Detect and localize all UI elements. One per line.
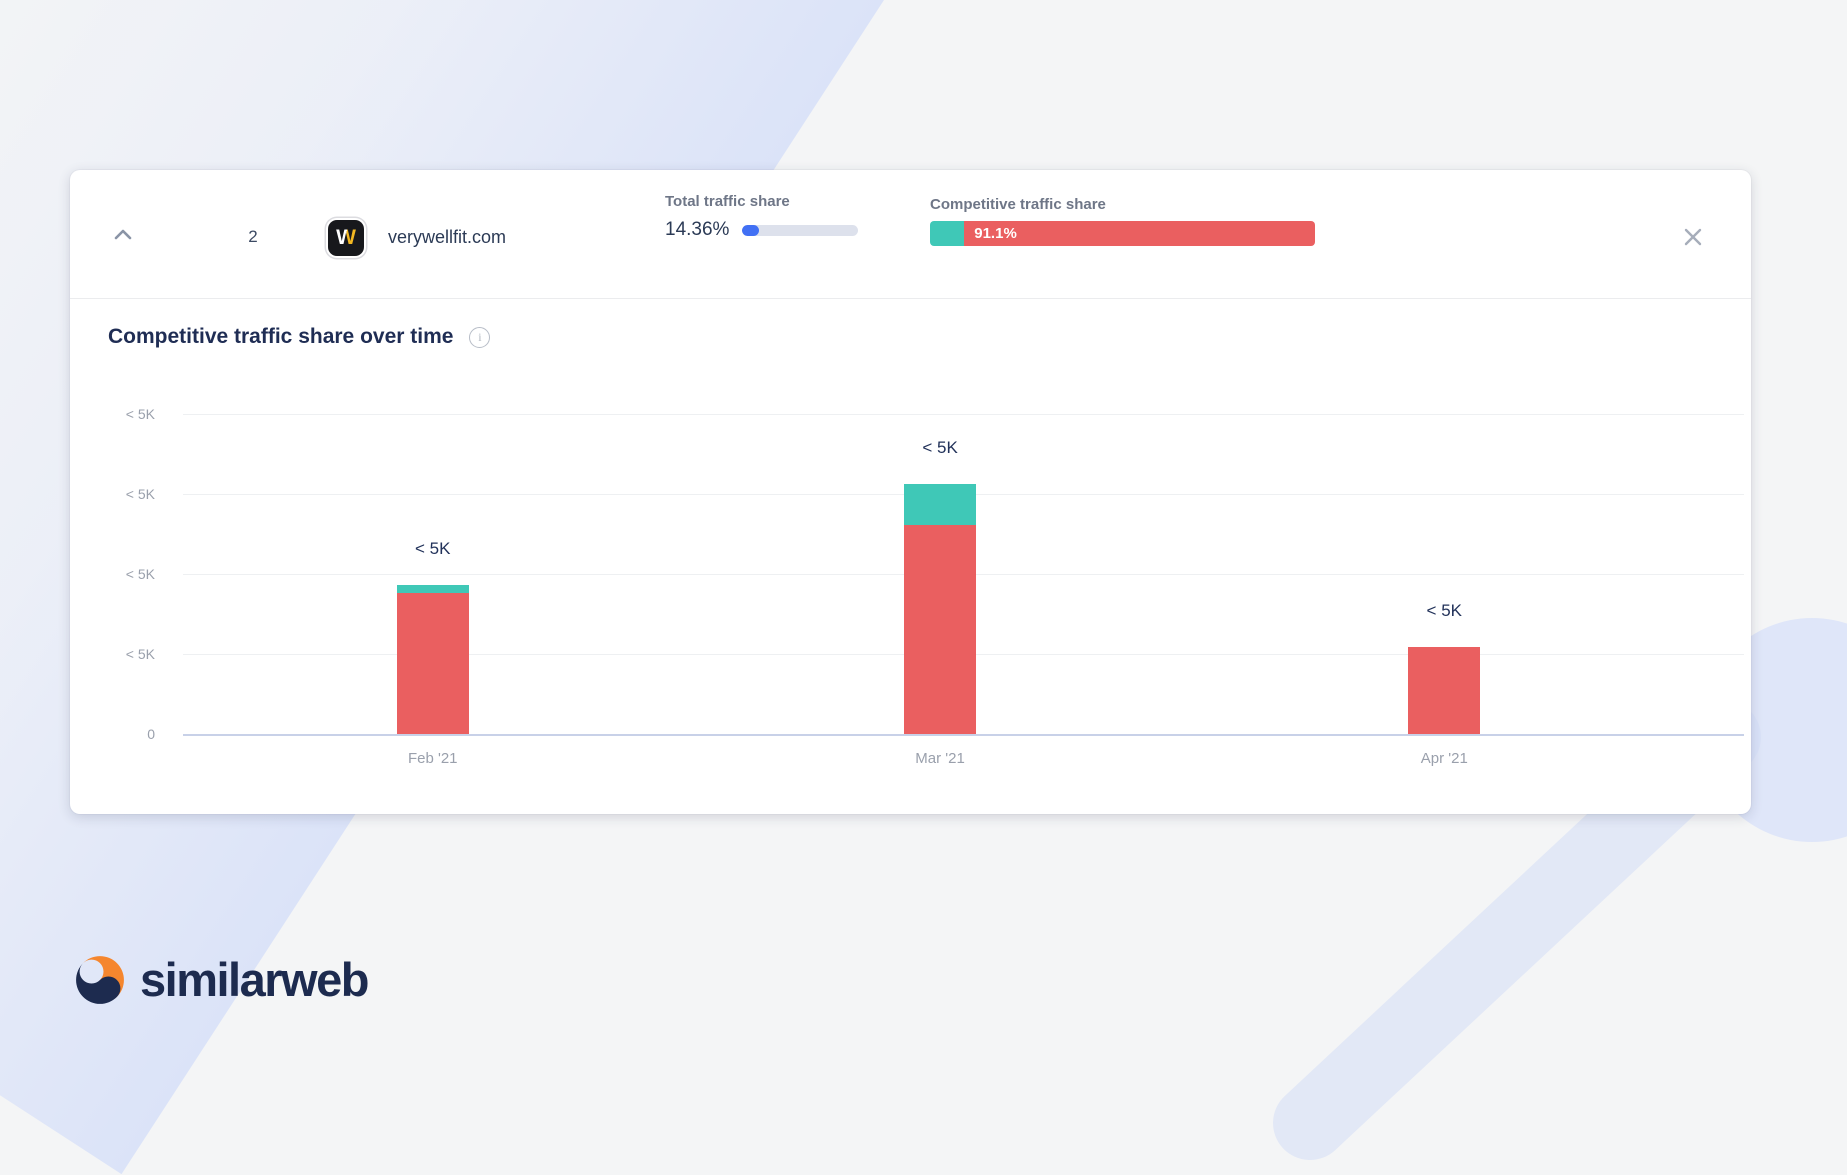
y-axis-label: < 5K: [125, 406, 155, 422]
y-axis-label: 0: [147, 726, 155, 742]
bar-value-label: < 5K: [1426, 600, 1463, 620]
card-header: 2 W verywellfit.com Total traffic share …: [70, 170, 1751, 298]
y-axis-label: < 5K: [125, 646, 155, 662]
bar-red-segment[interactable]: [1408, 646, 1481, 734]
bar-teal-segment[interactable]: [904, 484, 977, 526]
x-axis-label: Feb '21: [407, 750, 458, 767]
x-axis-label: Apr '21: [1420, 750, 1468, 767]
bar-stack[interactable]: [1408, 646, 1481, 734]
total-traffic-share-block: Total traffic share 14.36%: [665, 193, 859, 241]
rank-number: 2: [248, 227, 258, 246]
bar-value-label: < 5K: [415, 539, 451, 559]
similarweb-logo: similarweb: [74, 952, 369, 1007]
bar-stack[interactable]: [396, 585, 469, 734]
collapse-button[interactable]: [109, 223, 137, 247]
domain-name: verywellfit.com: [388, 227, 507, 247]
favicon-letter: W: [336, 226, 356, 249]
site-favicon: W: [328, 220, 364, 256]
y-axis-label: < 5K: [125, 566, 155, 582]
bar-red-segment[interactable]: [904, 525, 977, 734]
plot-area: < 5K < 5K < 5K < 5K 0 < 5K Feb '21 < 5K Mar '21 <…: [126, 406, 1744, 767]
competitive-traffic-share-block: Competitive traffic share 91.1%: [930, 196, 1315, 246]
total-traffic-progress-fill: [742, 224, 760, 236]
competitive-traffic-bar: 91.1%: [930, 221, 1315, 246]
x-axis-label: Mar '21: [915, 750, 965, 767]
total-traffic-share-label: Total traffic share: [665, 193, 790, 210]
chart-title: Competitive traffic share over time: [108, 325, 454, 348]
gridline: [183, 414, 1744, 415]
bar-stack[interactable]: [904, 484, 977, 734]
close-icon: [1684, 228, 1702, 246]
competitive-bar-red-segment: 91.1%: [964, 221, 1315, 246]
header-divider: [70, 298, 1751, 299]
gridline: [183, 734, 1744, 736]
chevron-up-icon: [114, 229, 132, 240]
info-icon[interactable]: i: [469, 326, 491, 348]
bar-red-segment[interactable]: [396, 593, 469, 734]
total-traffic-progress-track: [742, 224, 859, 236]
competitive-traffic-share-label: Competitive traffic share: [930, 196, 1106, 213]
bar-value-label: < 5K: [922, 438, 958, 458]
competitor-card: 2 W verywellfit.com Total traffic share …: [70, 170, 1751, 814]
total-traffic-share-value: 14.36%: [665, 219, 730, 240]
y-axis-label: < 5K: [125, 486, 155, 502]
competitive-traffic-share-value: 91.1%: [974, 225, 1017, 242]
similarweb-logo-mark: [76, 955, 124, 1004]
bar-teal-segment[interactable]: [396, 585, 469, 594]
close-button[interactable]: [1680, 224, 1706, 250]
similarweb-logo-text: similarweb: [140, 953, 369, 1006]
competitive-bar-teal-segment: [930, 221, 965, 246]
